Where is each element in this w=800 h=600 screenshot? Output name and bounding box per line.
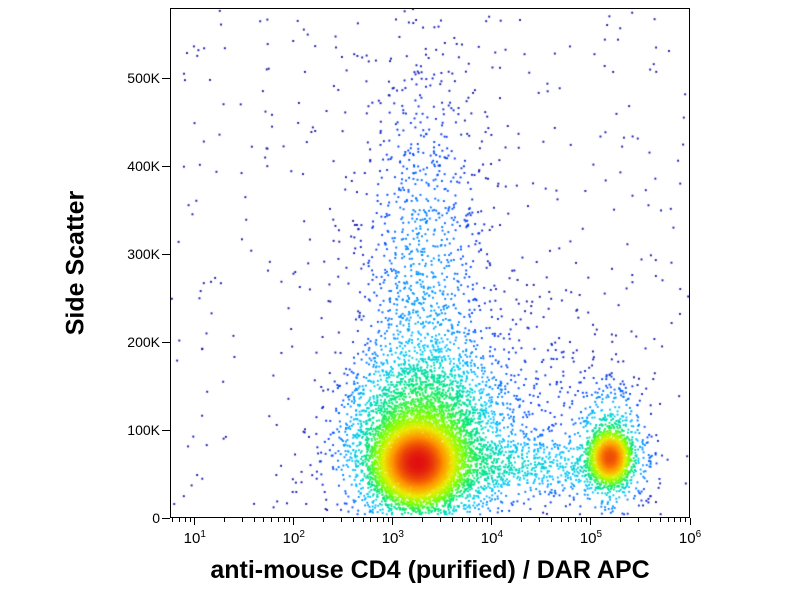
x-minor-tick-mark <box>422 518 424 522</box>
x-minor-tick-mark <box>189 518 191 522</box>
scatter-canvas <box>171 9 689 517</box>
x-minor-tick-mark <box>352 518 354 522</box>
x-minor-tick-mark <box>679 518 681 522</box>
x-tick-label: 104 <box>480 529 504 547</box>
x-tick-label: 101 <box>183 529 206 547</box>
y-tick-mark <box>162 77 170 79</box>
x-minor-tick-mark <box>382 518 384 522</box>
x-minor-tick-mark <box>538 518 540 522</box>
x-minor-tick-mark <box>575 518 577 522</box>
x-minor-tick-mark <box>568 518 570 522</box>
x-minor-tick-mark <box>370 518 372 522</box>
y-tick-label: 500K <box>127 70 160 87</box>
x-tick-mark <box>194 518 196 525</box>
x-tick-label: 105 <box>579 529 603 547</box>
x-minor-tick-mark <box>674 518 676 522</box>
x-minor-tick-mark <box>172 518 174 522</box>
x-minor-tick-mark <box>580 518 582 522</box>
x-minor-tick-mark <box>451 518 453 522</box>
x-minor-tick-mark <box>551 518 553 522</box>
x-minor-tick-mark <box>362 518 364 522</box>
x-minor-tick-mark <box>377 518 378 522</box>
x-minor-tick-mark <box>184 518 186 522</box>
x-tick-label: 102 <box>282 529 305 547</box>
x-tick-mark <box>293 518 295 525</box>
x-tick-mark <box>491 518 493 525</box>
x-minor-tick-mark <box>585 518 587 522</box>
x-tick-label: 106 <box>678 529 702 547</box>
x-minor-tick-mark <box>560 518 562 522</box>
x-minor-tick-mark <box>476 518 478 522</box>
x-minor-tick-mark <box>486 518 488 522</box>
x-minor-tick-mark <box>667 518 669 522</box>
x-minor-tick-mark <box>277 518 279 522</box>
x-minor-tick-mark <box>224 518 226 522</box>
x-axis-label: anti-mouse CD4 (purified) / DAR APC <box>210 556 650 584</box>
y-axis-label: Side Scatter <box>61 190 90 336</box>
x-minor-tick-mark <box>178 518 180 522</box>
y-tick-label: 100K <box>127 422 160 439</box>
y-tick-mark <box>162 517 170 519</box>
x-minor-tick-mark <box>650 518 652 522</box>
y-tick-mark <box>162 341 170 343</box>
x-minor-tick-mark <box>461 518 463 522</box>
x-minor-tick-mark <box>469 518 471 522</box>
x-minor-tick-mark <box>271 518 273 522</box>
x-minor-tick-mark <box>481 518 483 522</box>
y-tick-mark <box>162 253 170 255</box>
x-minor-tick-mark <box>241 518 243 522</box>
x-tick-mark <box>689 518 691 525</box>
x-minor-tick-mark <box>620 518 622 522</box>
x-minor-tick-mark <box>263 518 265 522</box>
x-minor-tick-mark <box>439 518 441 522</box>
y-tick-mark <box>162 429 170 431</box>
y-tick-label: 0 <box>152 510 160 526</box>
y-tick-label: 400K <box>127 158 160 175</box>
x-minor-tick-mark <box>387 518 389 522</box>
x-minor-tick-mark <box>659 518 661 522</box>
x-minor-tick-mark <box>288 518 290 522</box>
x-minor-tick-mark <box>340 518 342 522</box>
x-minor-tick-mark <box>323 518 325 522</box>
y-tick-label: 300K <box>127 246 160 263</box>
x-minor-tick-mark <box>637 518 639 522</box>
x-tick-mark <box>590 518 592 525</box>
x-minor-tick-mark <box>253 518 255 522</box>
y-tick-mark <box>162 165 170 167</box>
x-tick-mark <box>392 518 394 525</box>
x-tick-label: 103 <box>381 529 404 547</box>
x-minor-tick-mark <box>283 518 285 522</box>
x-minor-tick-mark <box>521 518 523 522</box>
y-tick-label: 200K <box>127 334 160 351</box>
x-minor-tick-mark <box>684 518 686 522</box>
